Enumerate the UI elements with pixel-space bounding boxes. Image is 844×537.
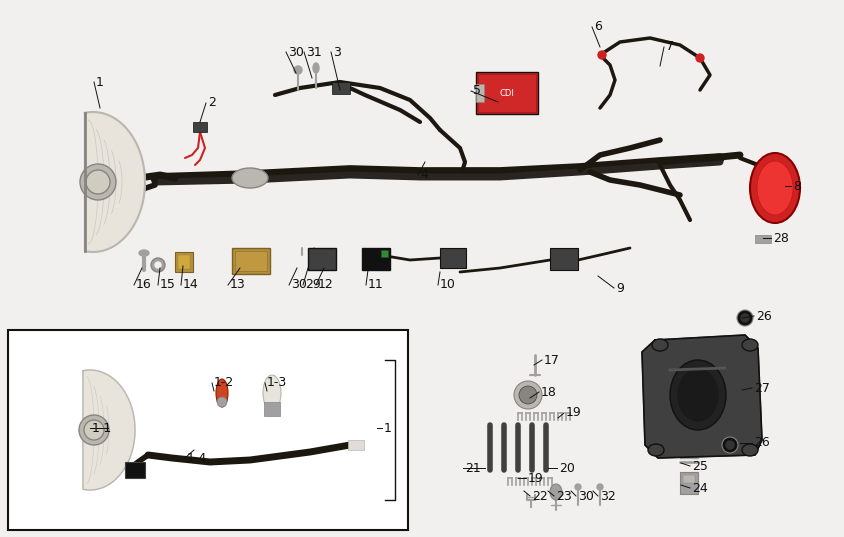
Bar [680, 472, 698, 494]
Ellipse shape [598, 51, 606, 59]
Ellipse shape [232, 168, 268, 188]
Text: 30: 30 [288, 46, 304, 59]
Text: 1-3: 1-3 [267, 376, 287, 389]
Ellipse shape [519, 386, 537, 404]
Bar [440, 248, 466, 268]
Bar [550, 248, 578, 270]
Text: 3: 3 [333, 46, 341, 59]
Ellipse shape [294, 66, 302, 74]
Ellipse shape [741, 314, 749, 322]
Text: 26: 26 [754, 437, 770, 449]
Text: 21: 21 [465, 461, 481, 475]
Bar [8, 330, 408, 530]
Polygon shape [83, 370, 135, 490]
Ellipse shape [217, 397, 227, 407]
Text: 24: 24 [692, 482, 708, 495]
Bar [332, 82, 350, 94]
Text: 1-4: 1-4 [187, 452, 208, 465]
Text: 23: 23 [556, 490, 571, 503]
Text: CDI: CDI [500, 89, 515, 98]
Ellipse shape [575, 484, 581, 490]
Text: 30: 30 [578, 490, 594, 503]
Ellipse shape [757, 161, 793, 215]
Text: 11: 11 [368, 279, 384, 292]
Ellipse shape [151, 258, 165, 272]
Bar [381, 250, 388, 257]
Ellipse shape [652, 339, 668, 351]
Ellipse shape [750, 153, 800, 223]
Text: 28: 28 [773, 231, 789, 244]
Bar [755, 235, 771, 243]
Text: 8: 8 [793, 179, 801, 192]
Text: 22: 22 [532, 490, 548, 503]
Text: 7: 7 [666, 40, 674, 54]
Ellipse shape [696, 54, 704, 62]
Ellipse shape [597, 484, 603, 490]
Text: 30: 30 [291, 279, 307, 292]
Text: 26: 26 [756, 309, 771, 323]
Bar [125, 462, 145, 478]
Text: 25: 25 [692, 460, 708, 473]
Text: 17: 17 [544, 353, 560, 366]
Bar [478, 74, 536, 112]
Ellipse shape [726, 441, 734, 449]
Text: 6: 6 [594, 20, 602, 33]
Text: 1-1: 1-1 [92, 422, 112, 434]
Bar [193, 122, 207, 132]
Text: 12: 12 [318, 279, 333, 292]
Ellipse shape [86, 170, 110, 194]
Bar [235, 251, 267, 271]
Ellipse shape [678, 369, 718, 421]
Ellipse shape [514, 381, 542, 409]
Text: 5: 5 [473, 84, 481, 98]
Text: 1: 1 [384, 422, 392, 434]
Bar [476, 84, 484, 102]
Bar [308, 248, 336, 270]
Bar [178, 255, 190, 269]
Text: 19: 19 [566, 407, 582, 419]
Ellipse shape [263, 375, 281, 411]
Text: 9: 9 [616, 281, 624, 294]
Ellipse shape [139, 250, 149, 256]
Ellipse shape [550, 484, 562, 500]
Ellipse shape [742, 444, 758, 456]
Ellipse shape [155, 262, 161, 268]
Bar [175, 252, 193, 272]
Text: 16: 16 [136, 279, 152, 292]
Text: 32: 32 [600, 490, 616, 503]
Ellipse shape [670, 360, 726, 430]
Bar [362, 248, 390, 270]
Text: 29: 29 [305, 279, 321, 292]
Ellipse shape [80, 164, 116, 200]
Text: 1-2: 1-2 [214, 376, 235, 389]
Text: 13: 13 [230, 279, 246, 292]
Ellipse shape [313, 63, 319, 73]
Text: 15: 15 [160, 279, 176, 292]
Text: 2: 2 [208, 97, 216, 110]
Ellipse shape [737, 310, 753, 326]
Ellipse shape [648, 444, 664, 456]
Ellipse shape [742, 339, 758, 351]
Text: 1: 1 [96, 76, 104, 89]
Text: 14: 14 [183, 279, 198, 292]
Bar [264, 402, 280, 416]
Text: 18: 18 [541, 386, 557, 398]
Text: 4: 4 [420, 169, 428, 182]
Ellipse shape [722, 437, 738, 453]
Ellipse shape [216, 379, 228, 407]
Bar [232, 248, 270, 274]
Ellipse shape [84, 420, 104, 440]
Bar [476, 72, 538, 114]
Polygon shape [85, 112, 145, 252]
Polygon shape [642, 335, 762, 458]
Text: 20: 20 [559, 461, 575, 475]
Bar [683, 475, 695, 483]
Bar [348, 440, 364, 450]
Text: 10: 10 [440, 279, 456, 292]
Ellipse shape [79, 415, 109, 445]
Text: 31: 31 [306, 46, 322, 59]
Text: 27: 27 [754, 381, 770, 395]
Text: 19: 19 [528, 471, 544, 484]
